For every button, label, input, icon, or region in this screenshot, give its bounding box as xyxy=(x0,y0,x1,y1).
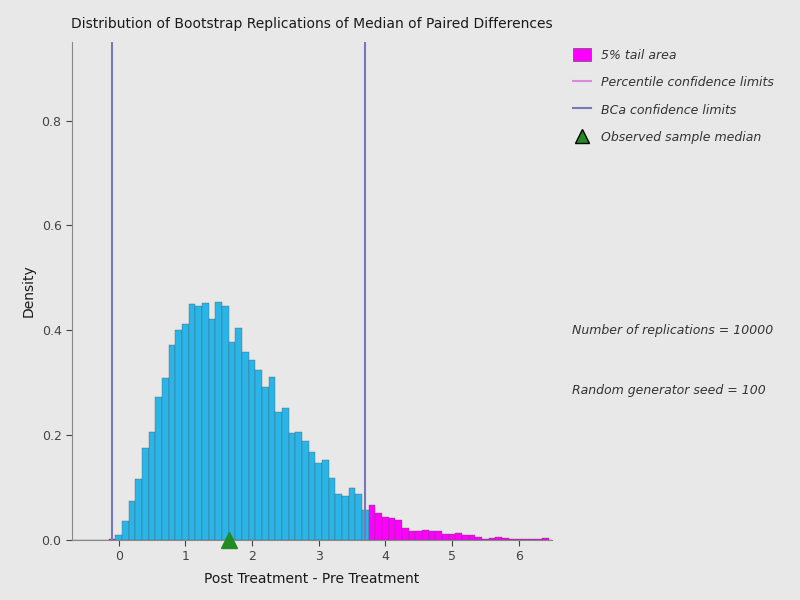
Bar xyxy=(142,448,149,540)
Bar xyxy=(189,304,195,540)
Title: Distribution of Bootstrap Replications of Median of Paired Differences: Distribution of Bootstrap Replications o… xyxy=(71,17,553,31)
Bar xyxy=(322,460,329,540)
Bar xyxy=(162,378,169,540)
Bar xyxy=(329,478,335,540)
Legend: 5% tail area, Percentile confidence limits, BCa confidence limits, Observed samp: 5% tail area, Percentile confidence limi… xyxy=(573,48,774,144)
Bar xyxy=(402,529,409,540)
Bar xyxy=(295,432,302,540)
Bar xyxy=(122,521,129,540)
Bar xyxy=(215,302,222,540)
Y-axis label: Density: Density xyxy=(22,265,36,317)
Bar xyxy=(482,539,489,540)
Bar xyxy=(282,409,289,540)
Bar xyxy=(149,432,155,540)
Bar xyxy=(449,534,455,540)
Bar xyxy=(435,531,442,540)
Text: Random generator seed = 100: Random generator seed = 100 xyxy=(572,384,766,397)
Bar xyxy=(495,537,502,540)
Bar xyxy=(362,510,369,540)
Bar xyxy=(469,535,475,540)
Bar xyxy=(302,442,309,540)
Bar xyxy=(429,531,435,540)
Bar xyxy=(242,352,249,540)
Bar xyxy=(389,518,395,540)
Bar xyxy=(562,538,569,540)
Bar xyxy=(169,346,175,540)
X-axis label: Post Treatment - Pre Treatment: Post Treatment - Pre Treatment xyxy=(204,572,420,586)
Bar xyxy=(369,505,375,540)
Bar xyxy=(462,535,469,540)
Bar xyxy=(442,534,449,540)
Bar xyxy=(222,305,229,540)
Bar xyxy=(195,306,202,540)
Bar xyxy=(382,517,389,540)
Bar xyxy=(309,452,315,540)
Bar xyxy=(542,538,549,540)
Bar xyxy=(355,494,362,540)
Bar xyxy=(422,530,429,540)
Bar xyxy=(249,360,255,540)
Bar xyxy=(409,531,415,540)
Bar xyxy=(335,494,342,540)
Bar xyxy=(175,330,182,540)
Bar xyxy=(395,520,402,540)
Bar xyxy=(342,496,349,540)
Bar xyxy=(182,325,189,540)
Bar xyxy=(155,397,162,540)
Bar xyxy=(349,488,355,540)
Bar xyxy=(202,303,209,540)
Bar xyxy=(129,500,135,540)
Bar xyxy=(229,342,235,540)
Bar xyxy=(315,463,322,540)
Bar xyxy=(455,533,462,540)
Bar xyxy=(289,433,295,540)
Bar xyxy=(115,535,122,540)
Bar xyxy=(255,370,262,540)
Bar xyxy=(375,513,382,540)
Bar xyxy=(275,412,282,540)
Bar xyxy=(269,377,275,540)
Bar xyxy=(135,479,142,540)
Bar xyxy=(489,538,495,540)
Bar xyxy=(475,537,482,540)
Bar xyxy=(209,319,215,540)
Bar xyxy=(262,387,269,540)
Bar xyxy=(235,328,242,540)
Bar xyxy=(502,538,509,540)
Text: Number of replications = 10000: Number of replications = 10000 xyxy=(572,324,774,337)
Bar xyxy=(415,530,422,540)
